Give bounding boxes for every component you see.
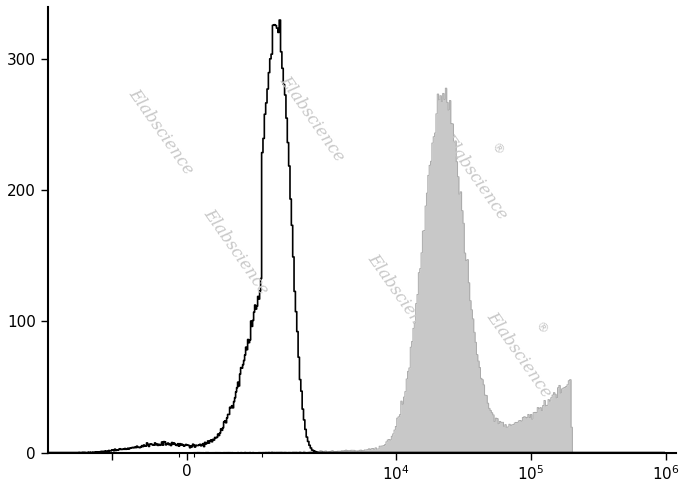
Text: Elabscience: Elabscience [364,250,436,343]
Text: ®: ® [533,319,550,337]
Text: ®: ® [488,141,506,158]
Text: Elabscience: Elabscience [200,206,272,298]
Text: Elabscience: Elabscience [483,308,555,401]
Text: Elabscience: Elabscience [125,86,197,178]
Text: Elabscience: Elabscience [276,72,347,165]
Text: Elabscience: Elabscience [439,130,511,222]
